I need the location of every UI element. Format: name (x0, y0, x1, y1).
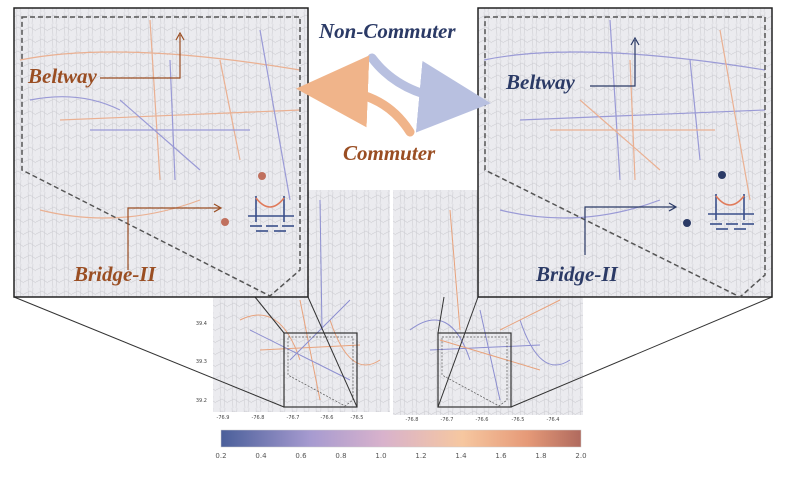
bridge-point-marker (258, 172, 266, 180)
colorbar-tick-label: 0.6 (295, 452, 307, 460)
colorbar-tick-label: 1.0 (375, 452, 386, 460)
x-tick-label: -76.4 (547, 417, 560, 423)
bridge-point-marker (221, 218, 229, 226)
bridge-point-marker (718, 171, 726, 179)
x-tick-label: -76.9 (217, 415, 230, 421)
colorbar-tick-label: 0.2 (215, 452, 226, 460)
y-tick-label: 39.3 (196, 359, 207, 365)
right-inset-box (437, 332, 512, 408)
right-beltway-label: Beltway (505, 70, 576, 94)
colorbar-tick-label: 0.8 (335, 452, 346, 460)
x-tick-label: -76.5 (351, 415, 364, 421)
x-tick-label: -76.6 (321, 415, 334, 421)
colorbar-tick-label: 1.2 (415, 452, 426, 460)
x-tick-label: -76.5 (512, 417, 525, 423)
y-tick-label: 39.2 (196, 398, 207, 404)
x-tick-label: -76.6 (476, 417, 489, 423)
x-tick-label: -76.8 (406, 417, 419, 423)
non-commuter-label: Non-Commuter (318, 19, 456, 43)
colorbar-tick-label: 1.8 (535, 452, 546, 460)
colorbar-tick-label: 1.6 (495, 452, 507, 460)
colorbar (220, 429, 582, 448)
x-tick-label: -76.7 (441, 417, 454, 423)
right-bridge-label: Bridge-II (535, 262, 619, 286)
left-beltway-label: Beltway (27, 64, 98, 88)
colorbar-tick-label: 1.4 (455, 452, 467, 460)
curved-arrow-icon (296, 55, 415, 137)
commuter-label: Commuter (343, 141, 436, 165)
x-tick-label: -76.8 (252, 415, 265, 421)
bridge-icon (248, 196, 294, 232)
colorbar-tick-label: 2.0 (575, 452, 586, 460)
right-zoom-panel: Beltway Bridge-II (477, 7, 773, 298)
colorbar-tick-label: 0.4 (255, 452, 267, 460)
left-bridge-label: Bridge-II (73, 262, 157, 286)
left-zoom-panel: Beltway Bridge-II (13, 7, 309, 298)
curved-arrow-icon (367, 53, 491, 133)
x-tick-label: -76.7 (287, 415, 300, 421)
zoom-connectors (13, 296, 773, 408)
bridge-icon (708, 194, 754, 230)
bridge-point-marker (683, 219, 691, 227)
left-inset-box (283, 332, 358, 408)
y-tick-label: 39.4 (196, 321, 207, 327)
